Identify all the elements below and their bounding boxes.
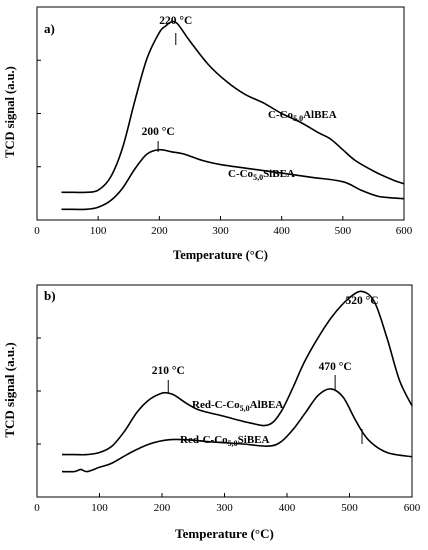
peak-annotation: 470 °C: [319, 361, 352, 373]
x-tick-label: 500: [341, 502, 358, 514]
peak-annotation: 520 °C: [345, 295, 378, 307]
x-tick-label: 600: [404, 502, 421, 514]
series-line: [61, 388, 413, 473]
x-tick-label: 400: [273, 225, 290, 237]
series-label: Red-C-Co5,0SiBEA: [180, 434, 270, 448]
x-tick-label: 0: [34, 502, 40, 514]
peak-annotation: 210 °C: [152, 365, 185, 377]
peak-annotation: 220 °C: [159, 15, 192, 27]
x-tick-label: 500: [335, 225, 352, 237]
x-tick-label: 100: [91, 502, 108, 514]
x-tick-label: 300: [212, 225, 229, 237]
panel-label: b): [44, 288, 56, 303]
peak-annotation: 200 °C: [142, 126, 175, 138]
x-tick-label: 100: [90, 225, 107, 237]
x-axis-label: Temperature (°C): [175, 526, 274, 541]
x-tick-label: 300: [216, 502, 233, 514]
x-tick-label: 600: [396, 225, 413, 237]
series-label: C-Co5,0AlBEA: [268, 109, 337, 123]
panel-b: 0 100 200 300 400 500 600 Temperature (°C) TCD s…: [2, 284, 421, 541]
plot-frame: [36, 6, 405, 221]
y-axis-label: TCD signal (a.u.): [2, 342, 17, 437]
x-tick-label: 200: [154, 502, 171, 514]
x-tick-label: 200: [151, 225, 168, 237]
panel-a: 0 100 200 300 400 500 600 Temperature (°C) TCD s…: [3, 6, 413, 262]
series-line: [61, 20, 405, 194]
x-axis-label: Temperature (°C): [173, 248, 268, 262]
panel-label: a): [44, 21, 55, 36]
plot-frame: [36, 284, 413, 498]
x-tick-label: 0: [34, 225, 40, 237]
series-label: Red-C-Co5,0AlBEA: [192, 399, 283, 413]
series-label: C-Co5,0SiBEA: [228, 168, 295, 182]
x-tick-label: 400: [279, 502, 296, 514]
series-line: [62, 290, 413, 456]
series-line: [61, 148, 405, 211]
y-axis-label: TCD signal (a.u.): [3, 66, 17, 158]
